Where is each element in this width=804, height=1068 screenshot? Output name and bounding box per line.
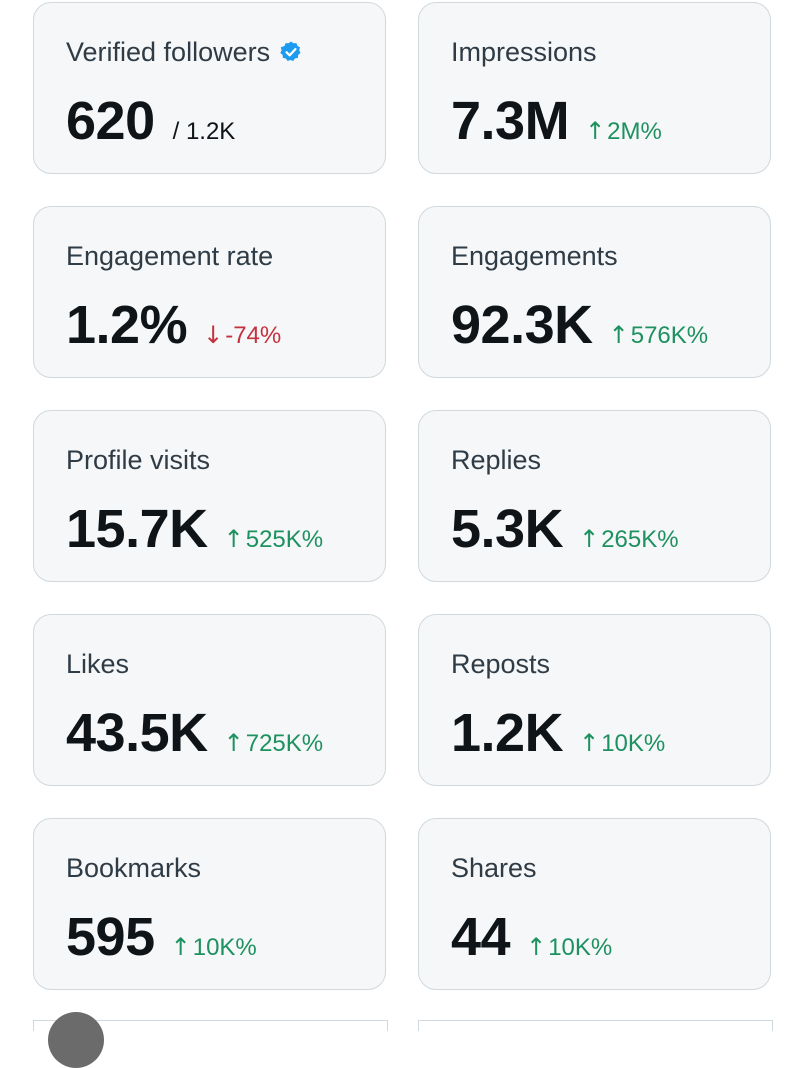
change-indicator: ↑ 265K%	[579, 525, 679, 553]
card-label: Engagement rate	[66, 241, 274, 271]
card-engagements[interactable]: Engagements 92.3K ↑ 576K%	[418, 206, 771, 378]
arrow-down-icon: ↓	[203, 321, 224, 349]
change-indicator: ↑ 725K%	[223, 729, 324, 757]
arrow-up-icon: ↑	[223, 729, 244, 757]
arrow-up-icon: ↑	[526, 933, 547, 961]
next-card-right-partial[interactable]	[418, 1020, 773, 1031]
change-indicator: ↑ 576K%	[608, 321, 709, 349]
card-label: Impressions	[451, 37, 597, 67]
card-value: 5.3K	[451, 499, 564, 559]
card-replies[interactable]: Replies 5.3K ↑ 265K%	[418, 410, 771, 582]
card-label: Engagements	[451, 241, 618, 271]
card-label: Profile visits	[66, 445, 211, 475]
card-label: Verified followers	[66, 39, 385, 66]
arrow-up-icon: ↑	[170, 933, 191, 961]
card-total: / 1.2K	[172, 118, 236, 145]
change-indicator: ↑ 2M%	[585, 117, 662, 145]
change-indicator: ↑ 525K%	[223, 525, 324, 553]
arrow-up-icon: ↑	[608, 321, 629, 349]
verified-badge-icon	[280, 41, 301, 61]
card-engagement-rate[interactable]: Engagement rate 1.2% ↓ -74%	[33, 206, 386, 378]
card-value: 1.2K	[451, 703, 564, 763]
card-value: 15.7K	[66, 499, 208, 559]
change-indicator: ↑ 10K%	[170, 933, 257, 961]
card-reposts[interactable]: Reposts 1.2K ↑ 10K%	[418, 614, 771, 786]
card-label: Shares	[451, 853, 537, 883]
card-value: 92.3K	[451, 295, 593, 355]
card-profile-visits[interactable]: Profile visits 15.7K ↑ 525K%	[33, 410, 386, 582]
card-value: 1.2%	[66, 295, 188, 355]
card-label: Likes	[66, 649, 130, 679]
change-indicator: ↑ 10K%	[579, 729, 666, 757]
card-value: 43.5K	[66, 703, 208, 763]
change-indicator: ↑ 10K%	[526, 933, 613, 961]
card-likes[interactable]: Likes 43.5K ↑ 725K%	[33, 614, 386, 786]
card-label: Reposts	[451, 649, 551, 679]
card-label: Bookmarks	[66, 853, 202, 883]
arrow-up-icon: ↑	[585, 117, 606, 145]
avatar	[48, 1012, 104, 1068]
card-shares[interactable]: Shares 44 ↑ 10K%	[418, 818, 771, 990]
arrow-up-icon: ↑	[579, 525, 600, 553]
card-bookmarks[interactable]: Bookmarks 595 ↑ 10K%	[33, 818, 386, 990]
card-value: 7.3M	[451, 91, 570, 151]
card-verified-followers[interactable]: Verified followers 620 / 1.2K	[33, 2, 386, 174]
metrics-grid: Verified followers 620 / 1.2K Impression…	[33, 2, 771, 990]
arrow-up-icon: ↑	[579, 729, 600, 757]
card-value: 44	[451, 907, 511, 967]
arrow-up-icon: ↑	[223, 525, 244, 553]
card-value: 595	[66, 907, 155, 967]
card-impressions[interactable]: Impressions 7.3M ↑ 2M%	[418, 2, 771, 174]
change-indicator: ↓ -74%	[203, 321, 282, 349]
card-value: 620	[66, 91, 155, 151]
card-label: Replies	[451, 445, 542, 475]
